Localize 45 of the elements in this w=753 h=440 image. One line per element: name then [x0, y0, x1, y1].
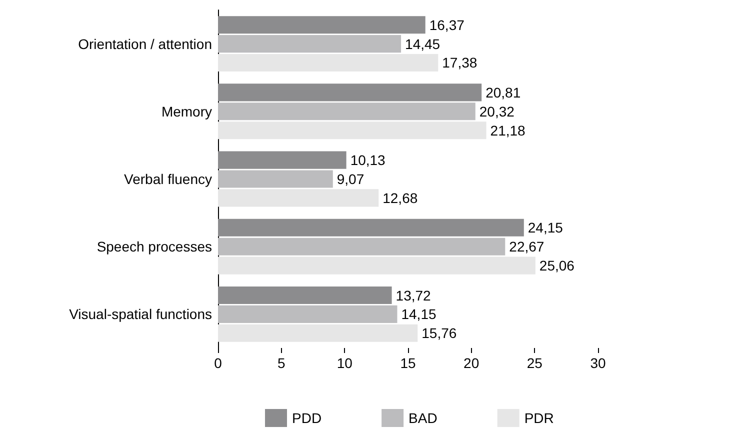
bar	[218, 102, 476, 120]
data-label: 22,67	[509, 238, 544, 255]
bar	[218, 122, 486, 140]
bar	[218, 238, 506, 256]
x-tick-label: 0	[214, 355, 222, 371]
bar	[218, 189, 379, 207]
y-tick-label: Visual-spatial functions	[69, 306, 212, 322]
bar	[218, 170, 333, 188]
legend-label: PDD	[292, 410, 322, 426]
bar	[218, 35, 402, 53]
legend-label: PDR	[524, 410, 554, 426]
data-label: 10,13	[350, 152, 386, 168]
bar	[218, 286, 392, 304]
y-tick-label: Speech processes	[96, 238, 212, 255]
y-tick-label: Memory	[161, 103, 212, 120]
legend-label: BAD	[408, 410, 438, 426]
data-label: 20,32	[479, 103, 515, 120]
bar	[218, 305, 398, 323]
data-label: 21,18	[490, 122, 526, 138]
data-label: 14,45	[405, 36, 440, 52]
bar	[218, 84, 482, 102]
x-tick-label: 15	[400, 355, 416, 371]
data-label: 24,15	[528, 220, 564, 236]
x-tick-label: 5	[277, 355, 286, 371]
bar	[218, 54, 438, 72]
data-label: 20,81	[486, 84, 521, 100]
x-tick-label: 20	[464, 355, 480, 371]
data-label: 13,72	[396, 287, 432, 304]
x-tick-label: 25	[526, 355, 543, 371]
bar	[218, 218, 524, 236]
x-tick-label: 30	[590, 355, 606, 371]
bar	[218, 16, 426, 34]
y-tick-label: Orientation / attention	[78, 36, 212, 52]
data-label: 12,68	[382, 190, 418, 206]
bar	[218, 151, 346, 169]
data-label: 25,06	[539, 258, 575, 274]
bar	[218, 324, 418, 342]
data-label: 16,37	[429, 16, 465, 33]
data-label: 17,38	[442, 54, 478, 71]
y-tick-label: Verbal fluency	[124, 171, 212, 187]
bar	[218, 256, 536, 274]
data-label: 9,07	[336, 171, 364, 187]
data-label: 14,15	[401, 306, 436, 322]
data-label: 15,76	[422, 325, 457, 342]
x-tick-label: 10	[336, 355, 353, 371]
